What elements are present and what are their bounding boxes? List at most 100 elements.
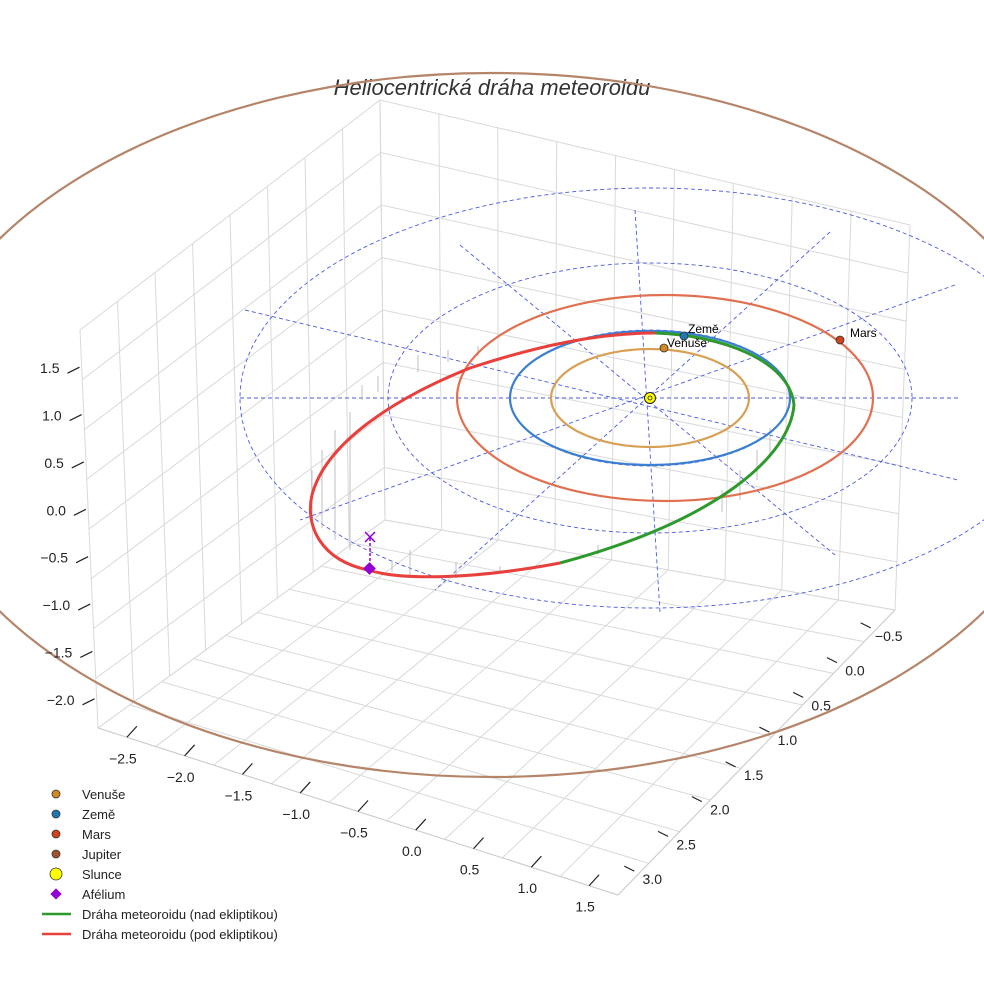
y-tick-mark <box>623 865 635 872</box>
z-tick-mark <box>67 366 80 374</box>
legend-label-earth: Země <box>82 807 115 822</box>
grid-line <box>444 579 726 840</box>
grid-line <box>93 414 899 629</box>
grid-line <box>353 542 865 643</box>
legend-marker-mars <box>51 829 61 839</box>
venus-marker <box>659 343 669 353</box>
legend-marker-venus <box>51 789 61 799</box>
grid-line <box>97 519 386 729</box>
grid-line <box>88 309 903 530</box>
x-tick-mark <box>126 725 138 738</box>
y-tick-label: 2.0 <box>710 802 730 818</box>
x-tick-label: 0.0 <box>402 843 422 859</box>
grid-line <box>328 559 612 803</box>
x-tick-mark <box>588 874 600 887</box>
z-tick-mark <box>77 603 91 611</box>
grid-line <box>155 529 442 747</box>
legend: Venuše Země Mars Jupiter Slunce Afélium … <box>42 787 278 942</box>
x-tick-mark <box>415 818 427 831</box>
y-tick-label: 1.0 <box>778 732 798 748</box>
legend-label-sun: Slunce <box>82 867 122 882</box>
axis-edge-y <box>617 609 896 896</box>
grid-line <box>271 549 556 785</box>
legend-label-orbit-below: Dráha meteoroidu (pod ekliptikou) <box>82 927 278 942</box>
mars-orbit <box>455 293 875 503</box>
axes-grid <box>79 99 911 896</box>
x-tick-mark <box>184 744 196 757</box>
grid-line <box>225 635 742 769</box>
mars-marker <box>835 335 845 345</box>
grid-line <box>289 588 803 706</box>
grid-line <box>129 704 649 864</box>
y-tick-label: 0.5 <box>811 697 831 713</box>
y-tick-label: 1.5 <box>744 767 764 783</box>
grid-line <box>257 611 773 738</box>
y-tick-label: −0.5 <box>875 628 903 644</box>
grid-line <box>384 519 896 611</box>
x-tick-mark <box>530 855 542 868</box>
legend-label-venus: Venuše <box>82 787 125 802</box>
axis-ticks: −2.5 −2.0 −1.5 −1.0 −0.5 0.0 0.5 1.0 1.5 −0.5 0.0 0… <box>40 360 903 915</box>
x-tick-label: −1.0 <box>282 806 310 822</box>
meteoroid-orbit-below-ecliptic <box>308 331 656 579</box>
grid-line <box>79 99 911 331</box>
grid-line <box>559 599 839 877</box>
x-tick-label: 1.5 <box>575 899 595 915</box>
y-tick-mark <box>657 830 669 837</box>
grid-line <box>161 681 680 833</box>
z-tick-mark <box>82 698 95 706</box>
y-tick-label: 2.5 <box>676 836 696 852</box>
y-tick-mark <box>759 726 770 733</box>
z-tick-mark <box>80 650 93 658</box>
x-tick-mark <box>473 837 484 850</box>
grid-line <box>502 589 783 859</box>
x-tick-mark <box>357 800 369 812</box>
drop-lines <box>311 346 771 578</box>
grid-line <box>90 361 901 580</box>
ecliptic-radial-30 <box>244 309 959 481</box>
earth-label: Země <box>688 322 719 336</box>
venus-orbit <box>549 347 751 449</box>
jupiter-orbit <box>0 72 984 778</box>
y-tick-label: 0.0 <box>845 663 865 679</box>
legend-marker-aphelion <box>50 888 62 900</box>
y-tick-mark <box>860 622 872 629</box>
legend-label-orbit-above: Dráha meteoroidu (nad ekliptikou) <box>82 907 278 922</box>
x-tick-label: −1.5 <box>225 787 253 803</box>
z-tick-label: −1.0 <box>43 597 71 613</box>
ecliptic-radial-90 <box>634 209 661 613</box>
legend-marker-jupiter <box>51 849 61 859</box>
x-tick-label: 1.0 <box>518 880 538 896</box>
x-tick-label: −2.5 <box>109 750 137 766</box>
grid-line <box>321 565 834 674</box>
z-tick-label: −1.5 <box>45 644 73 660</box>
earth-orbit <box>508 329 792 467</box>
meteoroid-orbit-above-ecliptic <box>559 331 796 565</box>
venus-label: Venuše <box>667 336 707 350</box>
legend-label-aphelion: Afélium <box>82 887 125 902</box>
legend-label-jupiter: Jupiter <box>82 847 122 862</box>
grid-line <box>95 466 897 679</box>
y-tick-mark <box>792 691 804 698</box>
x-tick-label: 0.5 <box>460 862 480 878</box>
z-tick-mark <box>75 556 89 564</box>
legend-marker-sun <box>49 867 63 881</box>
grid-line <box>84 204 907 430</box>
z-tick-label: −0.5 <box>40 550 68 566</box>
z-tick-label: −2.0 <box>47 692 75 708</box>
z-tick-label: 1.0 <box>42 408 62 424</box>
z-tick-label: 0.0 <box>46 502 66 518</box>
z-tick-label: 0.5 <box>44 455 64 471</box>
y-tick-label: 3.0 <box>643 871 663 887</box>
legend-marker-earth <box>51 809 61 819</box>
z-tick-label: 1.5 <box>40 360 60 376</box>
sun-marker <box>644 392 656 404</box>
y-tick-mark <box>826 657 838 664</box>
aphelion-projection-cross <box>364 531 376 543</box>
sun-marker-core <box>647 395 653 401</box>
z-tick-mark <box>71 461 85 469</box>
y-tick-mark <box>725 761 736 768</box>
grid-line <box>193 658 711 801</box>
grid-line <box>386 569 669 822</box>
